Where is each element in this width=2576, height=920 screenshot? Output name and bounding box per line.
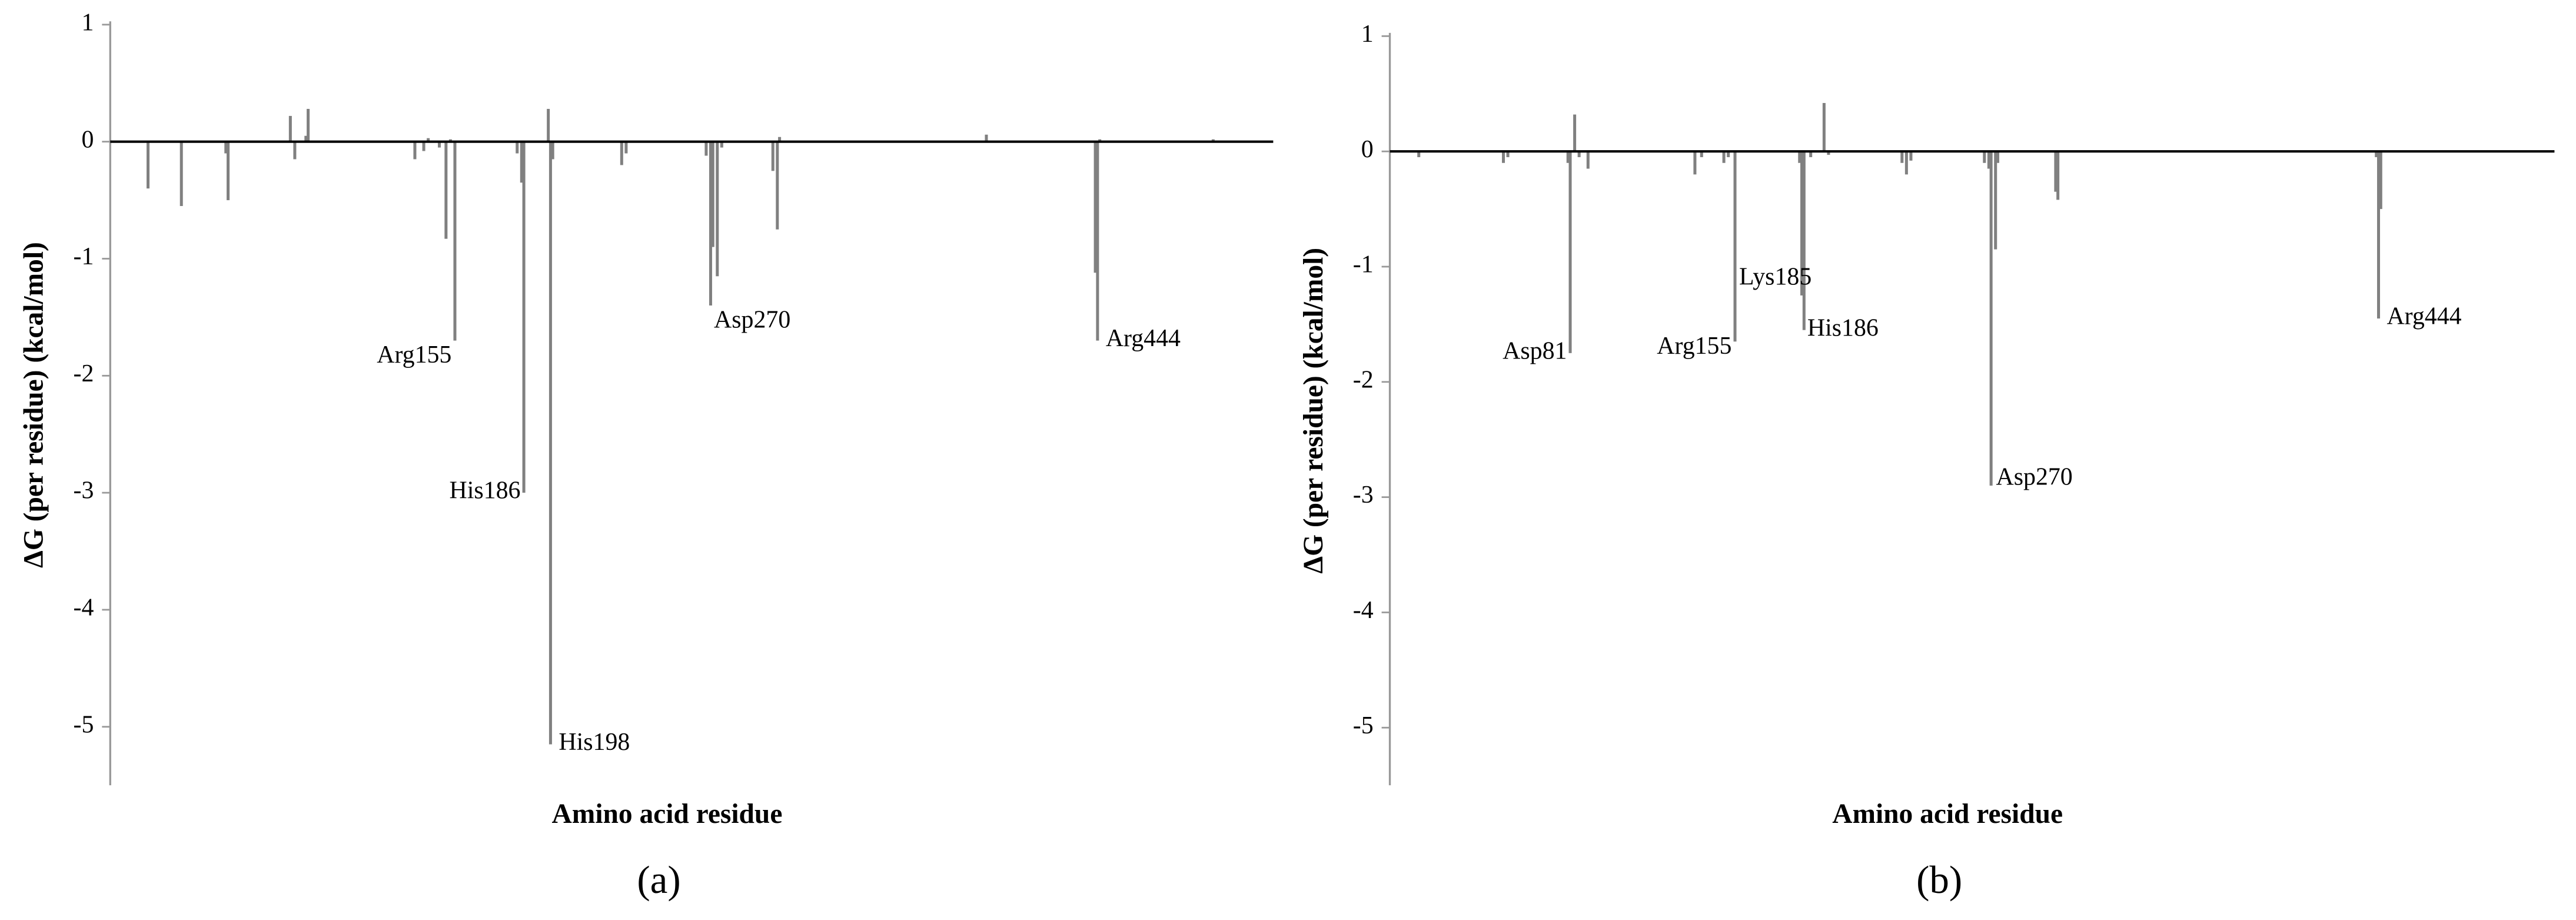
bar bbox=[985, 134, 988, 142]
bar bbox=[1727, 151, 1730, 157]
bar bbox=[551, 141, 554, 160]
panel-caption: (b) bbox=[1916, 858, 1962, 902]
bar bbox=[1827, 151, 1830, 155]
y-axis-title: ΔG (per residue) (kcal/mol) bbox=[1298, 248, 1329, 574]
bar bbox=[1900, 151, 1904, 163]
bar bbox=[224, 141, 228, 154]
bar bbox=[547, 109, 550, 142]
bar bbox=[771, 141, 775, 171]
bar bbox=[1904, 151, 1908, 175]
bar bbox=[1568, 151, 1572, 353]
bar bbox=[2379, 151, 2382, 210]
annotation: His198 bbox=[559, 729, 630, 756]
bar bbox=[1722, 151, 1726, 163]
y-tick-label: -4 bbox=[74, 594, 94, 622]
annotation: His186 bbox=[450, 477, 521, 504]
bar bbox=[549, 141, 552, 745]
bar bbox=[288, 115, 292, 142]
annotation: Lys185 bbox=[1739, 264, 1811, 291]
bar bbox=[444, 141, 448, 239]
bar bbox=[522, 141, 526, 493]
y-tick-label: 0 bbox=[81, 126, 94, 153]
y-tick-label: -4 bbox=[1353, 597, 1374, 624]
y-tick-label: 1 bbox=[81, 9, 94, 36]
bar bbox=[711, 141, 714, 247]
bar bbox=[2054, 151, 2058, 192]
bar bbox=[716, 141, 719, 277]
bar bbox=[520, 141, 523, 183]
bar bbox=[147, 141, 150, 189]
y-tick-label: -1 bbox=[1353, 251, 1374, 278]
bar bbox=[1700, 151, 1703, 157]
bar bbox=[1566, 151, 1570, 163]
annotation: Asp270 bbox=[1996, 463, 2073, 490]
y-tick-label: 1 bbox=[1361, 21, 1374, 48]
bar bbox=[624, 141, 628, 154]
bar bbox=[437, 141, 441, 148]
bar bbox=[1417, 151, 1421, 157]
x-axis-title: Amino acid residue bbox=[552, 799, 783, 829]
bar bbox=[1096, 141, 1099, 341]
y-tick-label: -3 bbox=[1353, 481, 1374, 509]
bar bbox=[1809, 151, 1813, 157]
bar bbox=[1909, 151, 1913, 161]
bar bbox=[1506, 151, 1510, 157]
annotation: His186 bbox=[1807, 314, 1879, 341]
bar bbox=[1983, 151, 1986, 163]
bar bbox=[1822, 102, 1826, 152]
bar bbox=[1996, 151, 2000, 163]
bar bbox=[720, 141, 723, 148]
bar bbox=[709, 141, 712, 306]
bar bbox=[1800, 151, 1804, 295]
bar bbox=[2375, 151, 2378, 157]
y-tick-label: -2 bbox=[1353, 366, 1374, 393]
bar bbox=[293, 141, 297, 160]
bar bbox=[620, 141, 623, 165]
y-tick-label: 0 bbox=[1361, 136, 1374, 163]
y-tick-label: -5 bbox=[1353, 712, 1374, 739]
annotation: Asp270 bbox=[714, 307, 790, 334]
y-axis-title: ΔG (per residue) (kcal/mol) bbox=[19, 242, 49, 568]
bar bbox=[2056, 151, 2060, 200]
y-tick-label: -5 bbox=[74, 711, 94, 738]
bar bbox=[1093, 141, 1097, 273]
annotation: Arg155 bbox=[1657, 333, 1731, 360]
bar bbox=[1502, 151, 1505, 163]
bar bbox=[1802, 151, 1806, 330]
bar bbox=[307, 109, 310, 142]
annotation: Asp81 bbox=[1503, 337, 1567, 364]
y-tick-label: -2 bbox=[74, 360, 94, 387]
bar bbox=[516, 141, 519, 154]
annotation: Arg444 bbox=[2386, 303, 2461, 330]
bar bbox=[1577, 151, 1581, 157]
bar bbox=[1994, 151, 1997, 250]
bar bbox=[778, 137, 782, 142]
x-axis-title: Amino acid residue bbox=[1832, 799, 2063, 829]
bar bbox=[453, 141, 457, 341]
bar bbox=[776, 141, 779, 230]
bar bbox=[1798, 151, 1801, 163]
y-tick-label: -3 bbox=[74, 477, 94, 504]
bar bbox=[1586, 151, 1590, 169]
bar bbox=[422, 141, 426, 151]
annotation: Arg155 bbox=[377, 341, 451, 368]
bar bbox=[1693, 151, 1697, 175]
bar bbox=[1573, 114, 1577, 152]
bar bbox=[1987, 151, 1990, 169]
bar bbox=[413, 141, 417, 160]
bar bbox=[2376, 151, 2381, 319]
bar bbox=[1989, 151, 1993, 486]
panel-caption: (a) bbox=[637, 858, 680, 902]
y-tick-label: -1 bbox=[74, 243, 94, 270]
bar bbox=[704, 141, 708, 156]
bar bbox=[1733, 151, 1737, 342]
bar bbox=[180, 141, 183, 207]
bar bbox=[304, 135, 308, 142]
bar bbox=[427, 138, 430, 142]
bar bbox=[227, 141, 230, 201]
annotation: Arg444 bbox=[1106, 325, 1181, 352]
